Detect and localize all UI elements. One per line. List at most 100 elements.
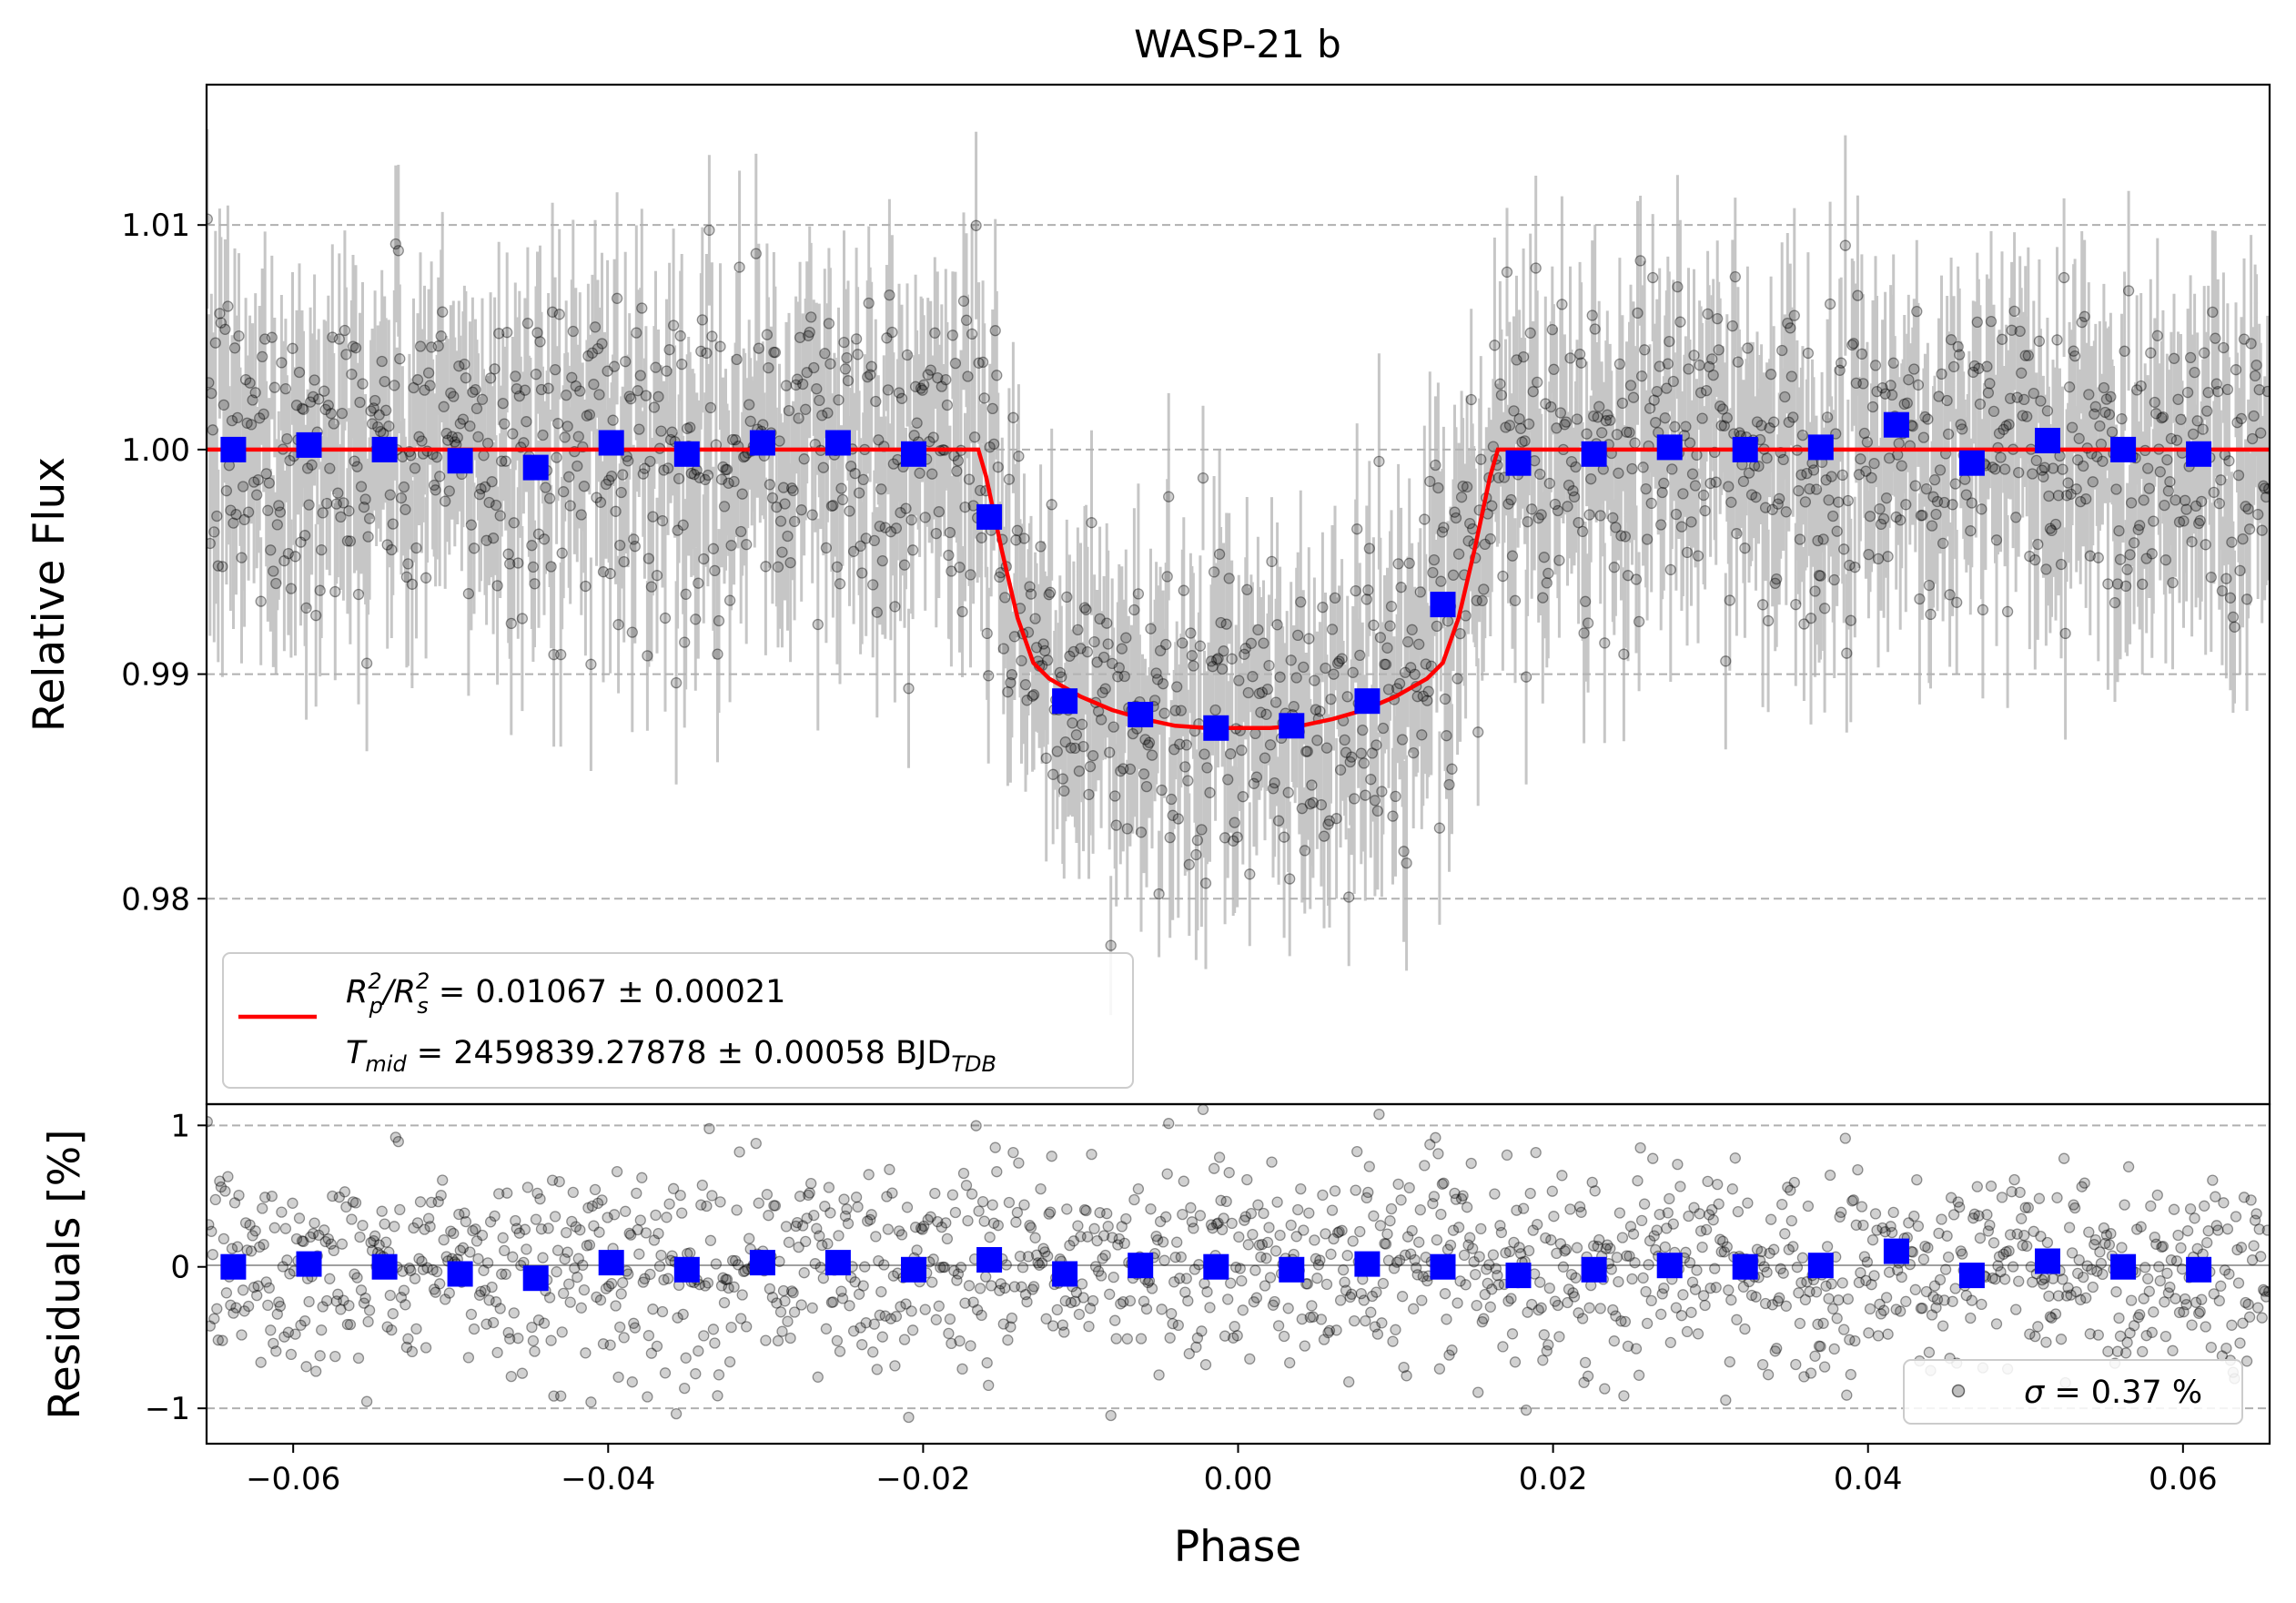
residuals-raw-point — [2135, 1221, 2147, 1233]
residuals-raw-point — [2248, 1240, 2260, 1252]
light-curve-raw-point — [335, 511, 347, 523]
residuals-raw-point — [1895, 1305, 1907, 1317]
residuals-raw-point — [2084, 1328, 2096, 1340]
residuals-raw-point — [693, 1345, 704, 1357]
residuals-raw-point — [2162, 1287, 2175, 1299]
light-curve-raw-point — [1552, 504, 1564, 517]
light-curve-raw-point — [1774, 492, 1785, 505]
light-curve-raw-point — [1917, 431, 1930, 443]
residuals-raw-point — [1600, 1243, 1612, 1254]
light-curve-raw-point — [207, 377, 215, 389]
light-curve-raw-point — [1151, 674, 1164, 685]
light-curve-raw-point — [1519, 435, 1531, 447]
light-curve-raw-point — [1368, 619, 1380, 631]
light-curve-raw-point — [1655, 519, 1667, 531]
light-curve-raw-point — [1644, 402, 1656, 414]
residuals-raw-point — [1478, 1313, 1490, 1324]
residuals-raw-point — [1299, 1340, 1310, 1352]
residuals-raw-point — [2018, 1229, 2030, 1242]
residuals-raw-point — [1616, 1232, 1629, 1243]
light-curve-raw-point — [529, 578, 541, 590]
light-curve-raw-point — [1949, 478, 1961, 490]
light-curve-raw-point — [1637, 462, 1649, 473]
light-curve-raw-point — [252, 474, 264, 486]
light-curve-raw-point — [567, 325, 579, 338]
residuals-raw-point — [1696, 1241, 1708, 1253]
residuals-raw-point — [712, 1390, 723, 1402]
light-curve-raw-point — [1320, 742, 1333, 754]
residuals-raw-point — [1218, 1212, 1229, 1224]
light-curve-raw-point — [344, 535, 357, 547]
residuals-raw-point — [1742, 1197, 1754, 1209]
light-curve-raw-point — [247, 394, 258, 406]
light-curve-raw-point — [2142, 462, 2154, 474]
residuals-raw-point — [1354, 1225, 1366, 1238]
residuals-raw-point — [1083, 1320, 1095, 1333]
residuals-raw-point — [1467, 1243, 1479, 1254]
residuals-raw-point — [885, 1313, 897, 1324]
residuals-raw-point — [310, 1365, 322, 1377]
light-curve-binned-point — [1203, 715, 1229, 741]
residuals-raw-point — [351, 1272, 363, 1283]
residuals-raw-point — [325, 1238, 337, 1250]
residuals-raw-point — [718, 1296, 731, 1309]
residuals-raw-point — [578, 1283, 591, 1296]
residuals-raw-point — [922, 1213, 934, 1226]
light-curve-raw-point — [1506, 550, 1519, 562]
residuals-raw-point — [1626, 1273, 1638, 1285]
residuals-raw-point — [863, 1169, 875, 1181]
light-curve-raw-point — [688, 469, 700, 481]
light-curve-raw-point — [652, 391, 664, 402]
residuals-raw-point — [582, 1202, 594, 1214]
residuals-raw-point — [1003, 1196, 1016, 1209]
light-curve-raw-point — [769, 346, 782, 359]
residuals-raw-point — [1886, 1226, 1898, 1239]
light-curve-raw-point — [501, 327, 513, 339]
residuals-raw-point — [1855, 1267, 1866, 1279]
residuals-raw-point — [1220, 1195, 1232, 1208]
residuals-raw-point — [895, 1301, 906, 1313]
residuals-binned-point — [749, 1250, 775, 1276]
light-curve-raw-point — [922, 369, 934, 380]
residuals-raw-point — [479, 1284, 491, 1296]
residuals-raw-point — [1654, 1208, 1665, 1221]
light-curve-raw-point — [1097, 651, 1110, 664]
light-curve-raw-point — [816, 410, 828, 421]
light-curve-raw-point — [1328, 668, 1340, 680]
residuals-raw-point — [1821, 1241, 1834, 1253]
light-curve-raw-point — [650, 361, 662, 373]
light-curve-raw-point — [1677, 488, 1689, 500]
residuals-raw-point — [1618, 1390, 1630, 1402]
residuals-raw-point — [1284, 1356, 1296, 1369]
light-curve-raw-point — [1267, 783, 1279, 795]
residuals-raw-point — [1450, 1193, 1462, 1205]
light-curve-raw-point — [642, 650, 653, 662]
residuals-raw-point — [1399, 1249, 1411, 1261]
light-curve-y-tick-label: 0.98 — [121, 881, 190, 918]
light-curve-binned-point — [1883, 411, 1909, 438]
residuals-raw-point — [822, 1238, 834, 1250]
residuals-raw-point — [1091, 1234, 1103, 1247]
residuals-raw-point — [1670, 1302, 1683, 1314]
residuals-raw-point — [2097, 1268, 2109, 1281]
light-curve-raw-point — [1303, 633, 1315, 644]
residuals-raw-point — [1857, 1219, 1869, 1232]
light-curve-raw-point — [581, 410, 593, 421]
residuals-raw-point — [1928, 1280, 1941, 1292]
light-curve-raw-point — [2207, 306, 2219, 319]
residuals-raw-point — [534, 1192, 546, 1205]
residuals-raw-point — [1685, 1306, 1697, 1318]
light-curve-raw-point — [1185, 627, 1197, 639]
light-curve-raw-point — [782, 530, 794, 543]
light-curve-raw-point — [1376, 786, 1388, 797]
residuals-binned-point — [522, 1265, 549, 1292]
residuals-raw-point — [1072, 1220, 1084, 1232]
light-curve-raw-point — [372, 421, 384, 433]
light-curve-raw-point — [962, 370, 974, 382]
light-curve-raw-point — [1702, 308, 1714, 320]
residuals-raw-point — [1608, 1335, 1620, 1347]
residuals-raw-point — [1573, 1307, 1584, 1319]
light-curve-raw-point — [1542, 567, 1554, 580]
residuals-raw-point — [483, 1294, 495, 1306]
residuals-raw-point — [890, 1311, 903, 1323]
